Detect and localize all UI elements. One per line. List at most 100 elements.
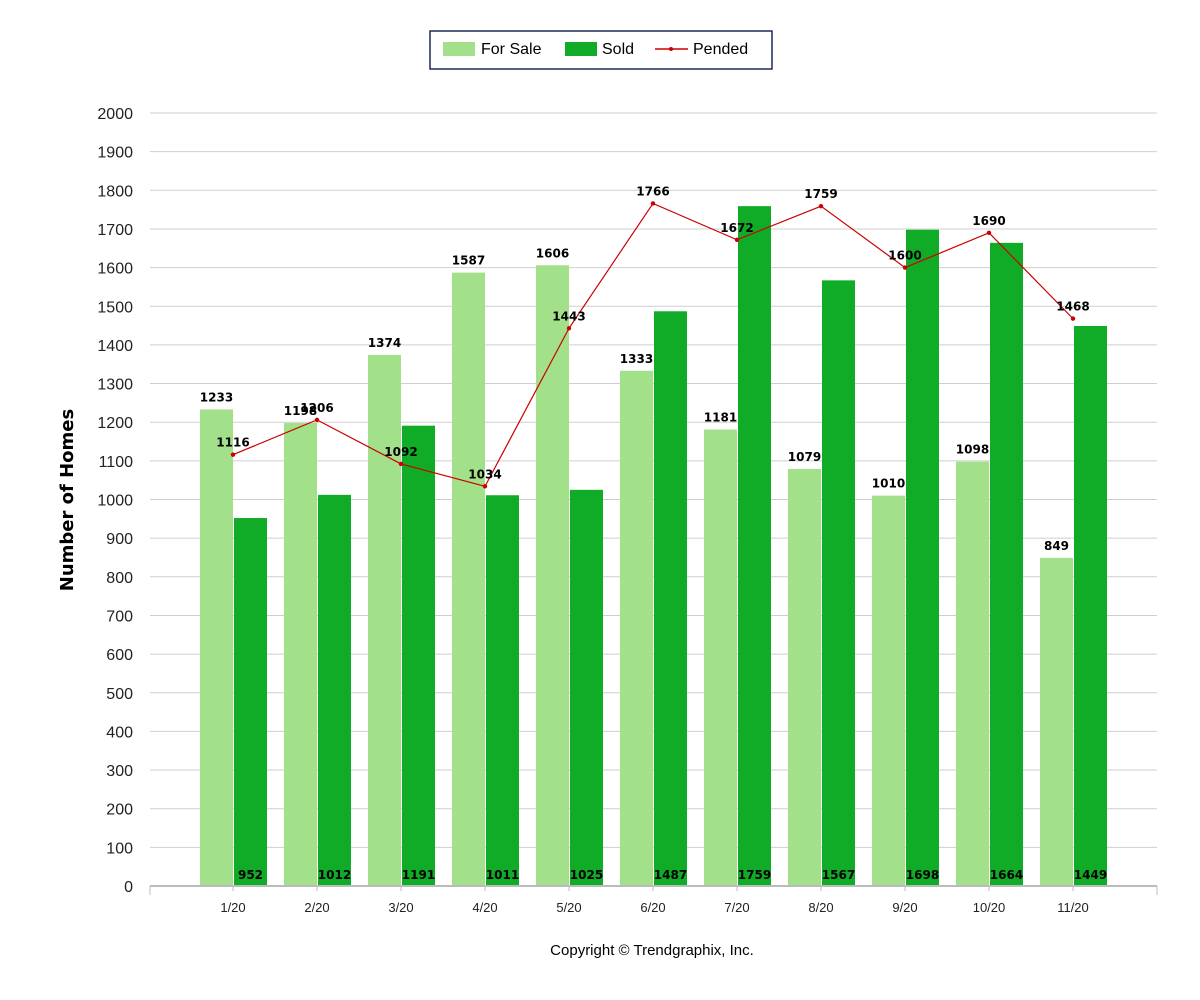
- y-tick-label: 0: [124, 879, 133, 896]
- x-tick-label: 3/20: [388, 900, 413, 915]
- data-label-pended: 1759: [804, 187, 837, 201]
- pended-point: [650, 201, 656, 206]
- x-tick-label: 4/20: [472, 900, 497, 915]
- data-label-pended: 1206: [300, 401, 333, 415]
- x-tick-label: 1/20: [220, 900, 245, 915]
- y-tick-label: 1500: [97, 299, 133, 316]
- x-tick-label: 6/20: [640, 900, 665, 915]
- bar-for-sale: [200, 409, 233, 886]
- pended-point: [566, 326, 572, 331]
- data-label-pended: 1766: [636, 184, 669, 198]
- bar-sold: [234, 518, 267, 886]
- data-label-pended: 1468: [1056, 300, 1089, 314]
- y-tick-label: 2000: [97, 106, 133, 123]
- legend: For Sale Sold Pended: [429, 30, 773, 70]
- bar-sold: [1074, 325, 1107, 886]
- data-label-pended: 1443: [552, 309, 585, 323]
- legend-marker-pended: [669, 47, 673, 51]
- y-tick-label: 1900: [97, 145, 133, 162]
- data-label-sold: 1698: [906, 868, 939, 882]
- bar-for-sale: [284, 422, 317, 886]
- data-label-sold: 1011: [486, 868, 519, 882]
- data-label-for-sale: 1198: [284, 404, 317, 418]
- data-label-sold: 1664: [990, 868, 1023, 882]
- grid-lines: [150, 112, 1157, 848]
- data-label-for-sale: 1374: [368, 336, 401, 350]
- x-tick-label: 9/20: [892, 900, 917, 915]
- y-tick-label: 1000: [97, 493, 133, 510]
- data-label-sold: 1191: [402, 868, 435, 882]
- data-label-for-sale: 1233: [200, 390, 233, 404]
- bar-for-sale: [1040, 557, 1073, 886]
- bar-for-sale: [452, 272, 485, 886]
- data-label-pended: 1672: [720, 221, 753, 235]
- data-label-for-sale: 1010: [872, 477, 905, 491]
- y-tick-label: 1800: [97, 183, 133, 200]
- legend-label-pended: Pended: [693, 41, 748, 58]
- legend-label-for-sale: For Sale: [481, 41, 542, 58]
- y-tick-label: 1700: [97, 222, 133, 239]
- pended-line: [230, 201, 1076, 489]
- x-tick-label: 10/20: [973, 900, 1006, 915]
- pended-point: [398, 461, 404, 467]
- data-label-for-sale: 1587: [452, 254, 485, 268]
- data-label-pended: 1034: [468, 467, 501, 481]
- x-tick-label: 11/20: [1057, 900, 1089, 915]
- legend-swatch-sold: [565, 42, 597, 56]
- bar-for-sale: [368, 354, 401, 887]
- y-tick-label: 1300: [97, 377, 133, 394]
- y-tick-label: 900: [106, 531, 133, 548]
- legend-label-sold: Sold: [602, 41, 634, 58]
- data-label-sold: 1449: [1074, 868, 1107, 882]
- bar-sold: [990, 242, 1023, 886]
- y-axis-ticks: 0 100 200 300 400 500 600 700 800 900 1000 1100 1200…: [97, 106, 133, 896]
- y-tick-label: 800: [106, 570, 133, 587]
- copyright-text: Copyright © Trendgraphix, Inc.: [550, 942, 754, 959]
- data-label-sold: 952: [238, 868, 263, 882]
- data-label-for-sale: 1333: [620, 352, 653, 366]
- bar-for-sale: [872, 495, 905, 886]
- x-axis: 1/20 2/20 3/20 4/20 5/20 6/20 7/20 8/20 9/20 10/2…: [149, 885, 1158, 915]
- legend-box: [429, 30, 773, 70]
- data-label-pended: 1690: [972, 214, 1005, 228]
- pended-point: [986, 230, 992, 236]
- bar-for-sale: [956, 461, 989, 886]
- legend-swatch-for-sale: [443, 42, 475, 56]
- bar-for-sale: [620, 370, 653, 886]
- data-labels: 1233 952 1198 1012 1374 1191 1587 1011 1606 1025 1…: [200, 184, 1107, 882]
- bar-for-sale: [788, 468, 821, 886]
- data-label-pended: 1600: [888, 249, 921, 263]
- y-tick-label: 1100: [99, 454, 134, 471]
- bar-sold: [654, 311, 687, 886]
- x-tick-label: 2/20: [304, 900, 329, 915]
- data-label-sold: 1567: [822, 868, 855, 882]
- y-tick-label: 1400: [97, 338, 133, 355]
- pended-point: [1070, 316, 1076, 321]
- bar-sold: [318, 494, 351, 886]
- y-tick-label: 1200: [97, 415, 133, 432]
- y-tick-label: 600: [106, 647, 133, 664]
- bar-sold: [402, 425, 435, 886]
- data-label-sold: 1759: [738, 868, 771, 882]
- x-tick-label: 8/20: [808, 900, 833, 915]
- y-axis-label: Number of Homes: [57, 409, 78, 591]
- data-label-for-sale: 849: [1044, 539, 1069, 553]
- pended-point: [314, 417, 320, 423]
- bar-sold: [906, 229, 939, 886]
- pended-point: [818, 203, 824, 209]
- y-tick-label: 400: [106, 724, 133, 741]
- pended-point: [482, 484, 488, 489]
- y-tick-label: 500: [106, 686, 133, 703]
- bar-for-sale: [704, 429, 737, 886]
- pended-point: [902, 265, 908, 270]
- data-label-sold: 1487: [654, 868, 687, 882]
- pended-point: [230, 452, 236, 457]
- pended-point: [734, 237, 740, 242]
- bar-sold: [822, 280, 855, 886]
- data-label-for-sale: 1098: [956, 443, 989, 457]
- x-tick-label: 7/20: [724, 900, 749, 915]
- y-tick-label: 1600: [97, 261, 133, 278]
- data-label-pended: 1092: [384, 445, 417, 459]
- bar-sold: [486, 495, 519, 886]
- data-label-for-sale: 1181: [704, 411, 737, 425]
